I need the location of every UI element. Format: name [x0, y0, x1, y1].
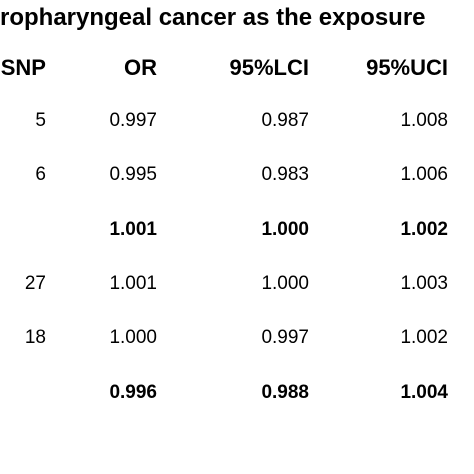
cell-uci: 1.003 [400, 273, 448, 294]
cell-uci: 1.004 [400, 382, 448, 403]
cell-or: 0.995 [109, 164, 157, 185]
cell-uci: 1.002 [400, 327, 448, 348]
cell-uci: 1.008 [400, 110, 448, 131]
cell-or: 1.000 [109, 327, 157, 348]
cell-or: 0.997 [109, 110, 157, 131]
header-lci: 95%LCI [229, 55, 309, 80]
cell-lci: 0.988 [261, 382, 309, 403]
header-uci: 95%UCI [366, 55, 448, 80]
cell-or: 1.001 [109, 219, 157, 240]
cell-uci: 1.006 [400, 164, 448, 185]
table-title: ropharyngeal cancer as the exposure [0, 4, 426, 31]
cell-lci: 1.000 [261, 273, 309, 294]
cell-uci: 1.002 [400, 219, 448, 240]
header-snp: SNP [0, 55, 46, 80]
cell-lci: 0.997 [261, 327, 309, 348]
cell-lci: 1.000 [261, 219, 309, 240]
cell-snp: 18 [24, 327, 46, 348]
cell-or: 0.996 [109, 382, 157, 403]
cell-snp: 6 [35, 164, 46, 185]
cell-lci: 0.987 [261, 110, 309, 131]
cell-snp: 5 [35, 110, 46, 131]
cell-snp: 27 [24, 273, 46, 294]
header-or: OR [124, 55, 157, 80]
cell-or: 1.001 [109, 273, 157, 294]
cell-lci: 0.983 [261, 164, 309, 185]
